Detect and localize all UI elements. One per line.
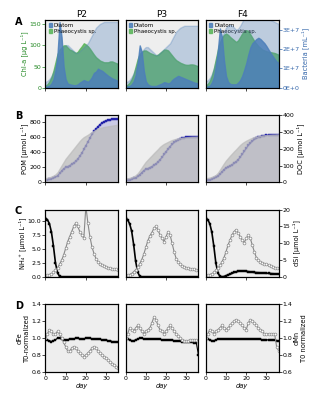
Y-axis label: dSi [μmol L⁻¹]: dSi [μmol L⁻¹] xyxy=(292,220,300,266)
Text: A: A xyxy=(15,17,22,27)
Legend: Diatom, Phaeocystis sp.: Diatom, Phaeocystis sp. xyxy=(128,23,177,34)
Y-axis label: POM [μmol L⁻¹]: POM [μmol L⁻¹] xyxy=(20,123,28,174)
X-axis label: day: day xyxy=(156,382,168,388)
X-axis label: day: day xyxy=(76,382,88,388)
Title: P2: P2 xyxy=(76,10,87,19)
Text: B: B xyxy=(15,111,22,121)
X-axis label: day: day xyxy=(236,382,248,388)
Y-axis label: NH₄⁺ [μmol L⁻¹]: NH₄⁺ [μmol L⁻¹] xyxy=(18,218,26,269)
Text: C: C xyxy=(15,206,22,216)
Y-axis label: Bacteria [mL⁻¹]: Bacteria [mL⁻¹] xyxy=(301,28,309,80)
Title: F4: F4 xyxy=(237,10,248,19)
Y-axis label: dMn
T0 normalized: dMn T0 normalized xyxy=(294,314,307,362)
Y-axis label: Chl-a [μg L⁻¹]: Chl-a [μg L⁻¹] xyxy=(20,32,28,76)
Legend: Diatom, Phaeocystis sp.: Diatom, Phaeocystis sp. xyxy=(209,23,257,34)
Y-axis label: DOC [μmol L⁻¹]: DOC [μmol L⁻¹] xyxy=(296,123,304,174)
Legend: Diatom, Phaeocystis sp.: Diatom, Phaeocystis sp. xyxy=(48,23,97,34)
Y-axis label: dFe
T0-normalized: dFe T0-normalized xyxy=(17,314,30,362)
Title: P3: P3 xyxy=(156,10,168,19)
Text: D: D xyxy=(15,301,23,311)
